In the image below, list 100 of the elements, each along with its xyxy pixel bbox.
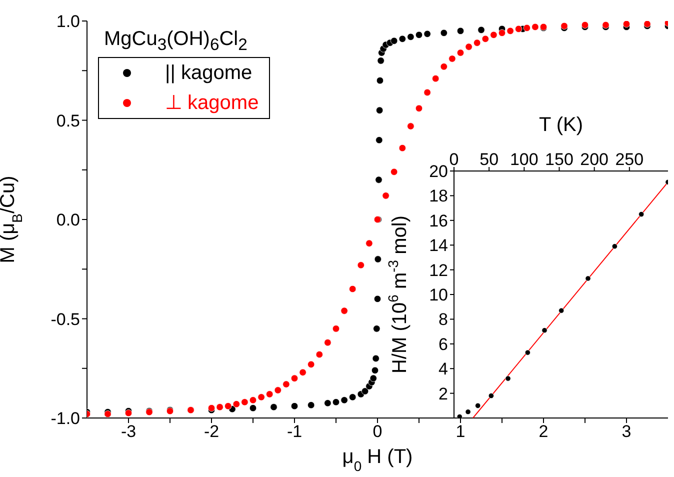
- y-tick-label: 20: [429, 162, 448, 182]
- x-tick-label: 1: [456, 422, 466, 442]
- point: [361, 388, 369, 395]
- x-tick-label: 3: [622, 422, 632, 442]
- point: [224, 402, 232, 410]
- point: [376, 76, 384, 84]
- legend-title: MgCu$_{3}$(OH)$_{6}$Cl$_{2}$: [104, 28, 248, 54]
- point: [585, 276, 591, 282]
- point: [488, 392, 494, 399]
- point: [340, 396, 348, 404]
- point: [407, 33, 414, 40]
- x-tick-label: 50: [480, 150, 499, 169]
- point: [407, 122, 414, 130]
- point: [424, 30, 431, 38]
- y-tick-label: 0.5: [56, 111, 80, 130]
- y-tick-label: 1.0: [56, 12, 80, 32]
- y-tick-label: 10: [429, 286, 448, 305]
- point: [376, 106, 384, 114]
- point: [371, 366, 379, 374]
- point: [465, 409, 471, 415]
- y-tick-label: 16: [429, 211, 448, 230]
- point: [456, 49, 464, 56]
- point: [290, 374, 298, 382]
- point: [478, 26, 485, 34]
- point: [524, 350, 530, 356]
- x-tick-label: 100: [510, 150, 538, 169]
- legend-label: || kagome: [165, 61, 252, 86]
- y-tick-label: 12: [429, 260, 448, 280]
- point: [274, 386, 282, 394]
- y-tick-label: 4: [438, 360, 448, 379]
- point: [415, 31, 423, 38]
- point: [390, 37, 398, 44]
- point: [332, 398, 340, 406]
- point: [612, 244, 618, 250]
- point: [258, 394, 265, 401]
- point: [357, 262, 364, 269]
- x-tick-label: 150: [545, 150, 574, 169]
- x-tick-label: 0: [449, 150, 459, 169]
- point: [398, 35, 406, 42]
- point: [382, 192, 390, 200]
- point: [340, 307, 348, 314]
- point: [390, 168, 398, 176]
- point: [324, 338, 332, 346]
- point: [440, 29, 448, 37]
- point: [266, 390, 274, 398]
- point: [505, 376, 511, 382]
- point: [308, 360, 315, 368]
- x-tick-label: -1: [286, 422, 302, 442]
- point: [515, 25, 522, 33]
- point: [456, 414, 462, 418]
- point: [638, 211, 644, 218]
- point: [349, 394, 356, 401]
- y-tick-label: -1.0: [50, 409, 80, 428]
- point: [249, 396, 257, 404]
- legend-label: ⊥ kagome: [165, 91, 259, 116]
- point: [532, 23, 539, 31]
- point: [308, 402, 315, 409]
- point: [490, 31, 498, 38]
- x-tick-label: 0: [372, 422, 382, 442]
- point: [474, 39, 481, 46]
- point: [415, 104, 423, 112]
- x-tick-label: 200: [580, 150, 609, 169]
- point: [332, 325, 340, 332]
- point: [377, 57, 384, 64]
- point: [249, 404, 257, 412]
- point: [498, 29, 506, 37]
- x-axis-title: μ$_{0}$ H (T): [342, 446, 413, 474]
- point: [456, 27, 464, 35]
- point: [374, 256, 382, 263]
- point: [542, 328, 548, 334]
- point: [349, 285, 356, 293]
- point: [523, 24, 530, 32]
- point: [482, 35, 489, 42]
- point: [270, 403, 278, 411]
- point: [398, 144, 406, 152]
- point: [376, 136, 383, 144]
- point: [324, 400, 332, 407]
- x-tick-label: -3: [120, 422, 136, 442]
- point: [241, 398, 248, 406]
- y-tick-label: -0.5: [50, 310, 80, 329]
- point: [373, 325, 380, 332]
- point: [374, 295, 382, 302]
- point: [622, 21, 630, 28]
- y-tick-label: 6: [438, 334, 448, 354]
- point: [475, 402, 481, 408]
- point: [372, 354, 380, 362]
- x-tick-label: 2: [538, 422, 548, 442]
- point: [375, 176, 382, 184]
- point: [465, 43, 472, 50]
- y-tick-label: 2: [438, 384, 448, 404]
- point: [366, 240, 373, 247]
- point: [432, 74, 440, 82]
- x-axis-title: T (K): [538, 114, 584, 136]
- point: [316, 350, 323, 358]
- y-tick-label: 8: [438, 310, 448, 330]
- point: [370, 374, 377, 382]
- y-tick-label: 18: [429, 186, 448, 206]
- point: [558, 308, 564, 314]
- point: [216, 403, 224, 411]
- x-tick-label: -2: [204, 422, 220, 442]
